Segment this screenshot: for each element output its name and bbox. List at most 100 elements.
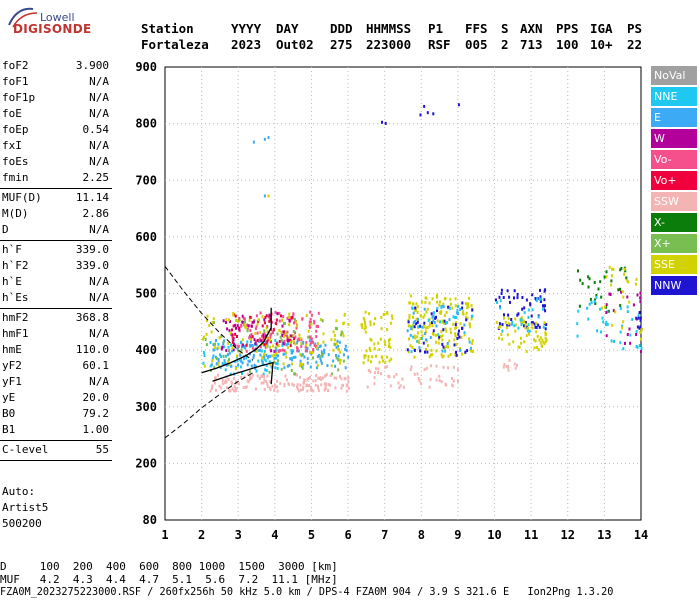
echo-point bbox=[228, 329, 231, 333]
echo-point bbox=[281, 324, 284, 328]
echo-point bbox=[288, 363, 291, 367]
echo-point bbox=[638, 311, 641, 314]
echo-point bbox=[288, 335, 291, 339]
echo-point bbox=[432, 319, 435, 323]
echo-point bbox=[529, 303, 532, 307]
echo-point bbox=[275, 318, 278, 322]
echo-point bbox=[314, 379, 317, 383]
echo-point bbox=[447, 366, 449, 370]
echo-point bbox=[637, 313, 640, 317]
echo-point bbox=[442, 302, 445, 306]
echo-point bbox=[339, 350, 342, 354]
echo-point bbox=[463, 323, 466, 327]
echo-point bbox=[271, 354, 274, 358]
echo-point bbox=[247, 324, 250, 328]
echo-point bbox=[309, 325, 311, 329]
echo-point bbox=[316, 346, 319, 350]
echo-point bbox=[278, 319, 281, 323]
echo-point bbox=[237, 382, 240, 386]
echo-point bbox=[232, 338, 235, 342]
echo-point bbox=[271, 320, 274, 324]
echo-point bbox=[210, 363, 213, 367]
parameter-table: foF2 3.900 foF1 N/A foF1p N/A foE N/A foEp 0.54 fx… bbox=[0, 58, 112, 462]
echo-point bbox=[287, 342, 290, 346]
echo-point bbox=[523, 306, 526, 310]
echo-point bbox=[340, 333, 343, 337]
echo-point bbox=[577, 309, 580, 313]
echo-point bbox=[526, 329, 529, 333]
echo-point bbox=[348, 386, 350, 390]
echo-point bbox=[540, 297, 543, 301]
echo-point bbox=[301, 362, 304, 366]
echo-point bbox=[341, 383, 344, 387]
echo-point bbox=[388, 359, 391, 363]
echo-point bbox=[251, 373, 254, 377]
echo-point bbox=[282, 330, 285, 334]
echo-point bbox=[361, 323, 364, 327]
echo-point bbox=[269, 387, 272, 391]
echo-point bbox=[203, 364, 206, 368]
echo-point bbox=[511, 320, 514, 324]
echo-point bbox=[410, 350, 413, 353]
echo-point bbox=[237, 349, 240, 353]
param-label: D bbox=[2, 223, 9, 236]
header-row1-cell: DAY bbox=[276, 21, 299, 36]
echo-point bbox=[241, 338, 244, 342]
echo-point bbox=[305, 314, 308, 317]
echo-point bbox=[622, 295, 625, 299]
echo-point bbox=[275, 322, 278, 326]
echo-point bbox=[457, 332, 460, 336]
y-tick-label: 900 bbox=[135, 60, 157, 74]
param-label: fmin bbox=[2, 171, 29, 184]
echo-point bbox=[576, 322, 579, 326]
echo-point bbox=[263, 321, 266, 325]
echo-point bbox=[528, 329, 531, 333]
echo-point bbox=[435, 340, 438, 344]
echo-point bbox=[544, 327, 547, 331]
legend-item: E bbox=[651, 108, 697, 127]
echo-point bbox=[269, 338, 271, 342]
echo-point bbox=[255, 343, 258, 347]
echo-point bbox=[579, 278, 582, 282]
param-row: h`F2 339.0 bbox=[0, 258, 112, 274]
echo-point bbox=[347, 355, 350, 359]
echo-point bbox=[332, 348, 335, 352]
echo-point bbox=[639, 296, 642, 300]
echo-point bbox=[255, 369, 258, 373]
param-row: MUF(D) 11.14 bbox=[0, 190, 112, 206]
echo-point bbox=[228, 318, 230, 322]
echo-point bbox=[610, 279, 613, 283]
param-label: foF2 bbox=[2, 59, 29, 72]
echo-point bbox=[613, 339, 615, 343]
echo-point bbox=[295, 385, 298, 389]
echo-point bbox=[286, 316, 289, 320]
echo-point bbox=[317, 342, 319, 346]
echo-point bbox=[626, 310, 629, 314]
echo-point bbox=[437, 333, 440, 337]
echo-point bbox=[320, 383, 323, 387]
echo-point bbox=[315, 374, 318, 377]
echo-point bbox=[632, 303, 635, 307]
echo-point bbox=[262, 362, 265, 366]
echo-point bbox=[416, 311, 419, 314]
echo-point bbox=[218, 336, 221, 340]
table-divider bbox=[0, 240, 112, 241]
echo-point bbox=[438, 378, 441, 382]
echo-point bbox=[202, 335, 205, 339]
echo-point bbox=[288, 382, 290, 386]
echo-point bbox=[347, 322, 350, 326]
param-value: 1.00 bbox=[82, 423, 110, 436]
echo-point bbox=[441, 342, 444, 346]
echo-point bbox=[334, 386, 337, 390]
echo-point bbox=[435, 349, 438, 353]
echo-point bbox=[299, 364, 302, 368]
legend-item: W bbox=[651, 129, 697, 148]
echo-point bbox=[382, 359, 384, 363]
echo-point bbox=[312, 389, 315, 393]
header-row1-cell: HHMMSS bbox=[366, 21, 412, 36]
echo-point bbox=[412, 302, 414, 306]
param-value: 110.0 bbox=[75, 343, 109, 356]
echo-point bbox=[259, 337, 261, 341]
header-row2-cell: Fortaleza bbox=[141, 37, 209, 52]
echo-point bbox=[231, 346, 234, 350]
